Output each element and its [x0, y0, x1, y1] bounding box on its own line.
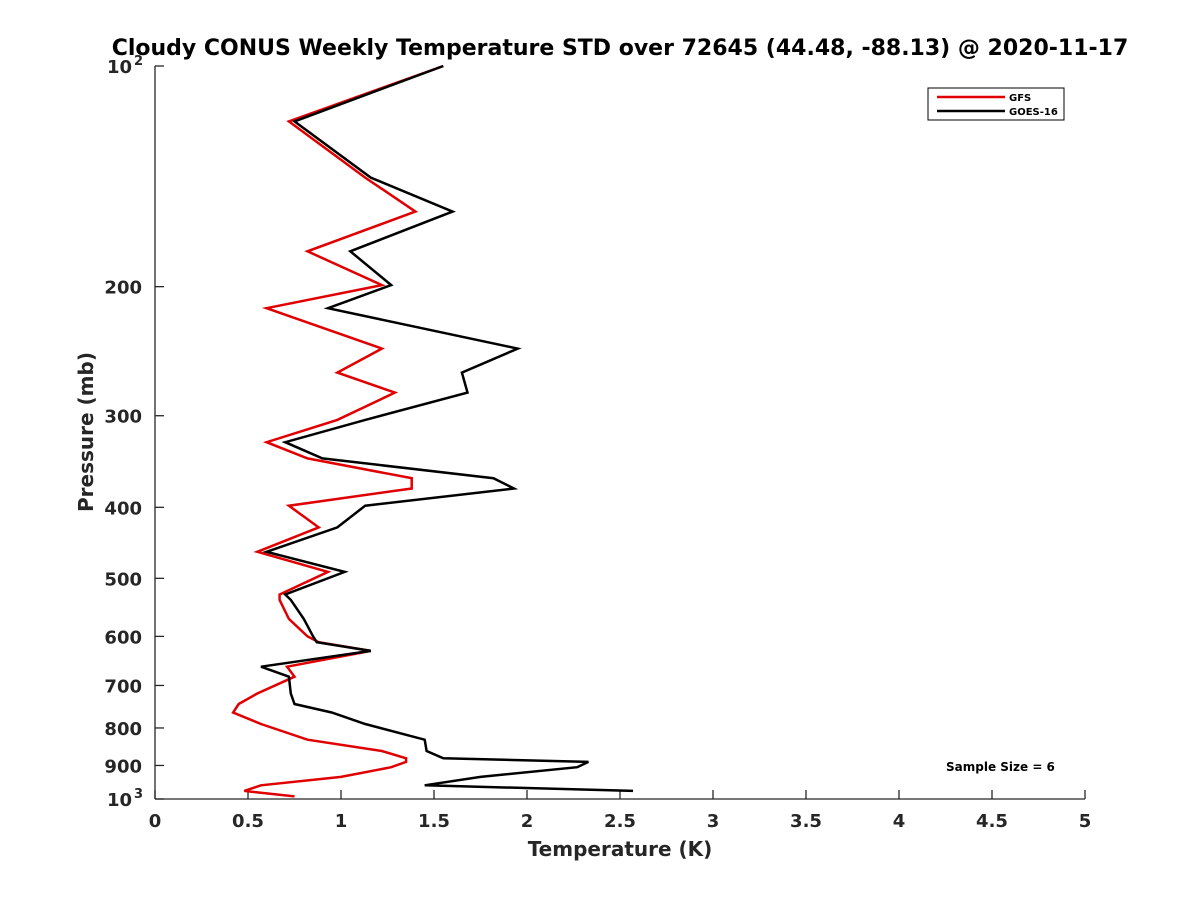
x-tick-label: 2.5 — [604, 811, 636, 832]
x-tick-label: 1.5 — [418, 811, 450, 832]
x-tick-label: 4 — [893, 811, 906, 832]
legend-label-goes16: GOES-16 — [1009, 107, 1058, 118]
x-axis-label: Temperature (K) — [528, 837, 713, 861]
y-tick-label: 700 — [104, 676, 142, 697]
x-tick-label: 3.5 — [790, 811, 822, 832]
y-tick-exponent: 3 — [134, 787, 143, 802]
series-group — [231, 64, 634, 798]
x-tick-label: 5 — [1079, 811, 1092, 832]
y-tick-label: 10 — [107, 790, 132, 811]
y-tick-label: 800 — [104, 719, 142, 740]
x-ticks: 0 0.5 1 1.5 2 2.5 3 3.5 4 4.5 5 — [149, 790, 1092, 832]
legend-box — [927, 87, 1065, 121]
legend: GFS GOES-16 — [927, 87, 1065, 121]
y-tick-base: 10 — [107, 790, 132, 811]
y-tick-base: 10 — [107, 57, 132, 78]
legend-label-gfs: GFS — [1009, 93, 1031, 104]
series-line-goes16 — [260, 64, 634, 793]
y-tick-exponent: 2 — [134, 54, 143, 69]
y-tick-label: 600 — [104, 627, 142, 648]
x-tick-label: 2 — [521, 811, 534, 832]
y-tick-label: 900 — [104, 756, 142, 777]
x-tick-label: 4.5 — [976, 811, 1008, 832]
y-axis-label: Pressure (mb) — [74, 352, 98, 512]
y-tick-label: 200 — [104, 278, 142, 299]
x-tick-label: 1 — [335, 811, 348, 832]
x-tick-label: 3 — [707, 811, 720, 832]
x-tick-label: 0.5 — [232, 811, 264, 832]
series-line-gfs — [231, 64, 444, 798]
chart-title: Cloudy CONUS Weekly Temperature STD over… — [112, 36, 1129, 61]
y-tick-label: 400 — [104, 498, 142, 519]
y-tick-label: 10 — [107, 57, 132, 78]
y-tick-label: 300 — [104, 407, 142, 428]
sample-size-annotation: Sample Size = 6 — [946, 760, 1055, 774]
x-tick-label: 0 — [149, 811, 162, 832]
y-tick-label: 500 — [104, 569, 142, 590]
